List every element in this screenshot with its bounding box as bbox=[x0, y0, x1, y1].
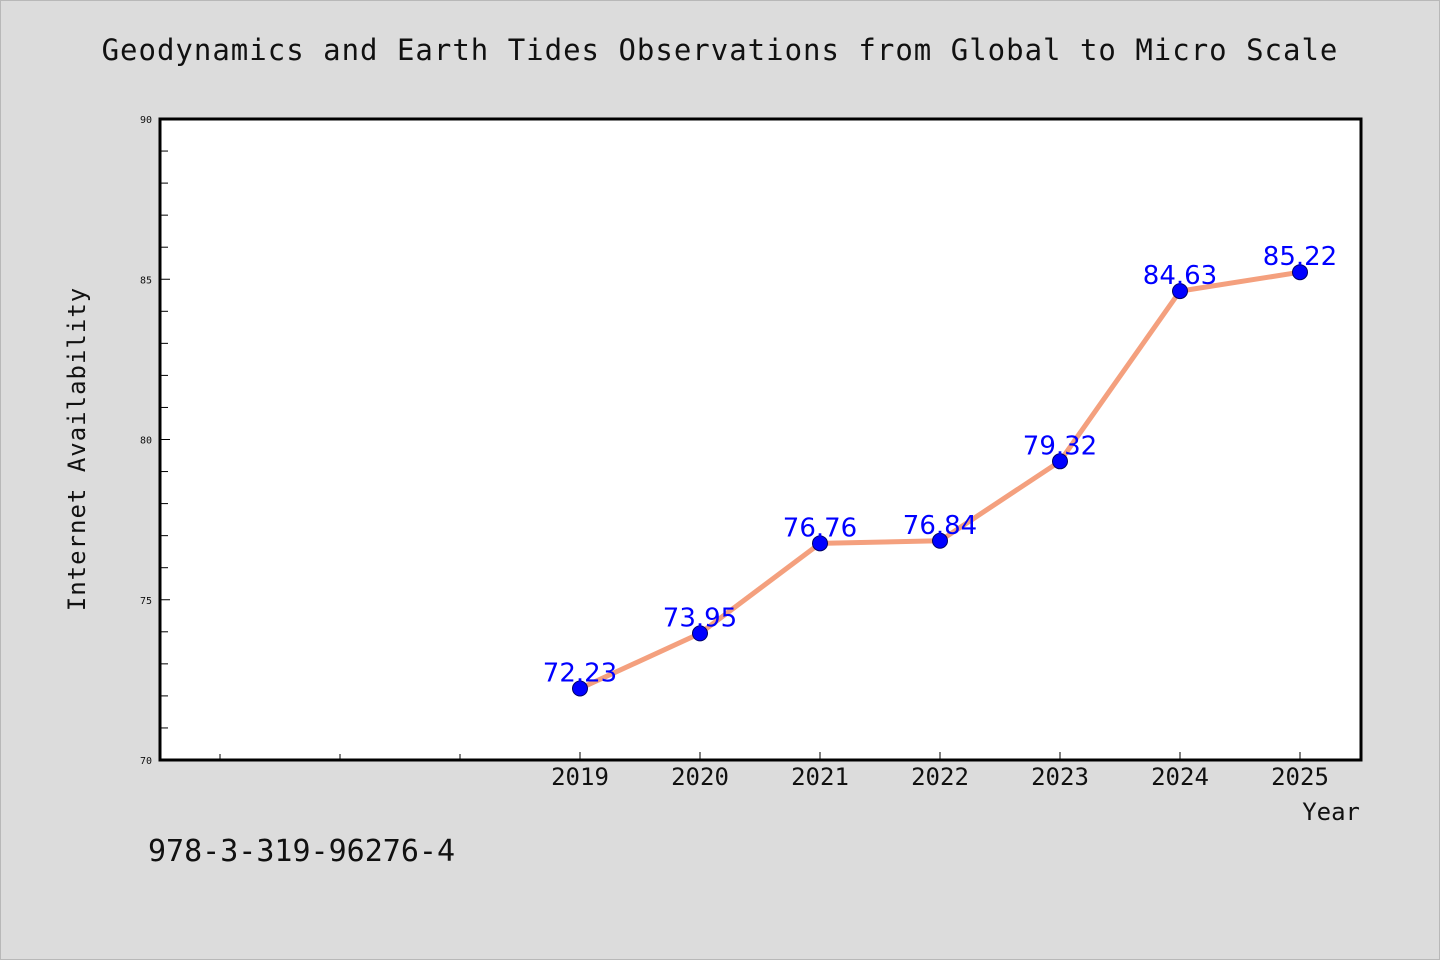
y-tick-label: 80 bbox=[140, 436, 152, 447]
data-point bbox=[572, 680, 588, 697]
data-label: 72.23 bbox=[543, 659, 617, 689]
x-tick-label: 2019 bbox=[551, 763, 609, 791]
x-minor-ticks bbox=[219, 754, 461, 760]
data-point bbox=[1172, 283, 1188, 300]
x-tick-label: 2023 bbox=[1031, 763, 1089, 791]
data-label: 76.84 bbox=[903, 511, 977, 541]
data-point bbox=[812, 535, 828, 552]
data-point bbox=[932, 532, 948, 549]
y-axis-ticks: 70 75 80 85 90 bbox=[140, 115, 170, 767]
plot-area bbox=[158, 117, 1363, 762]
data-label: 76.76 bbox=[783, 513, 857, 543]
data-point bbox=[692, 625, 708, 642]
data-points bbox=[572, 264, 1308, 697]
y-tick-label: 85 bbox=[140, 275, 152, 286]
y-minor-ticks bbox=[159, 150, 168, 729]
y-tick-label: 90 bbox=[140, 115, 152, 126]
data-point bbox=[1292, 264, 1308, 281]
x-tick-label: 2022 bbox=[911, 763, 969, 791]
x-tick-label: 2021 bbox=[791, 763, 849, 791]
x-tick-label: 2024 bbox=[1151, 763, 1209, 791]
footer-isbn: 978-3-319-96276-4 bbox=[148, 834, 456, 869]
data-labels: 72.23 73.95 76.76 76.84 79.32 84.63 85.22 bbox=[543, 242, 1337, 688]
x-axis-ticks: 2019 2020 2021 2022 2023 2024 2025 bbox=[551, 752, 1329, 791]
x-tick-label: 2025 bbox=[1271, 763, 1329, 791]
data-label: 85.22 bbox=[1263, 242, 1337, 272]
y-tick-label: 70 bbox=[140, 756, 152, 767]
data-label: 84.63 bbox=[1143, 261, 1217, 291]
x-axis-label: Year bbox=[1302, 798, 1360, 826]
data-point bbox=[1052, 453, 1068, 470]
data-label: 73.95 bbox=[663, 603, 737, 633]
x-tick-label: 2020 bbox=[671, 763, 729, 791]
data-label: 79.32 bbox=[1023, 431, 1097, 461]
chart-title: Geodynamics and Earth Tides Observations… bbox=[101, 33, 1339, 67]
y-axis-label: Internet Availability bbox=[63, 287, 91, 611]
y-tick-label: 75 bbox=[140, 596, 152, 607]
